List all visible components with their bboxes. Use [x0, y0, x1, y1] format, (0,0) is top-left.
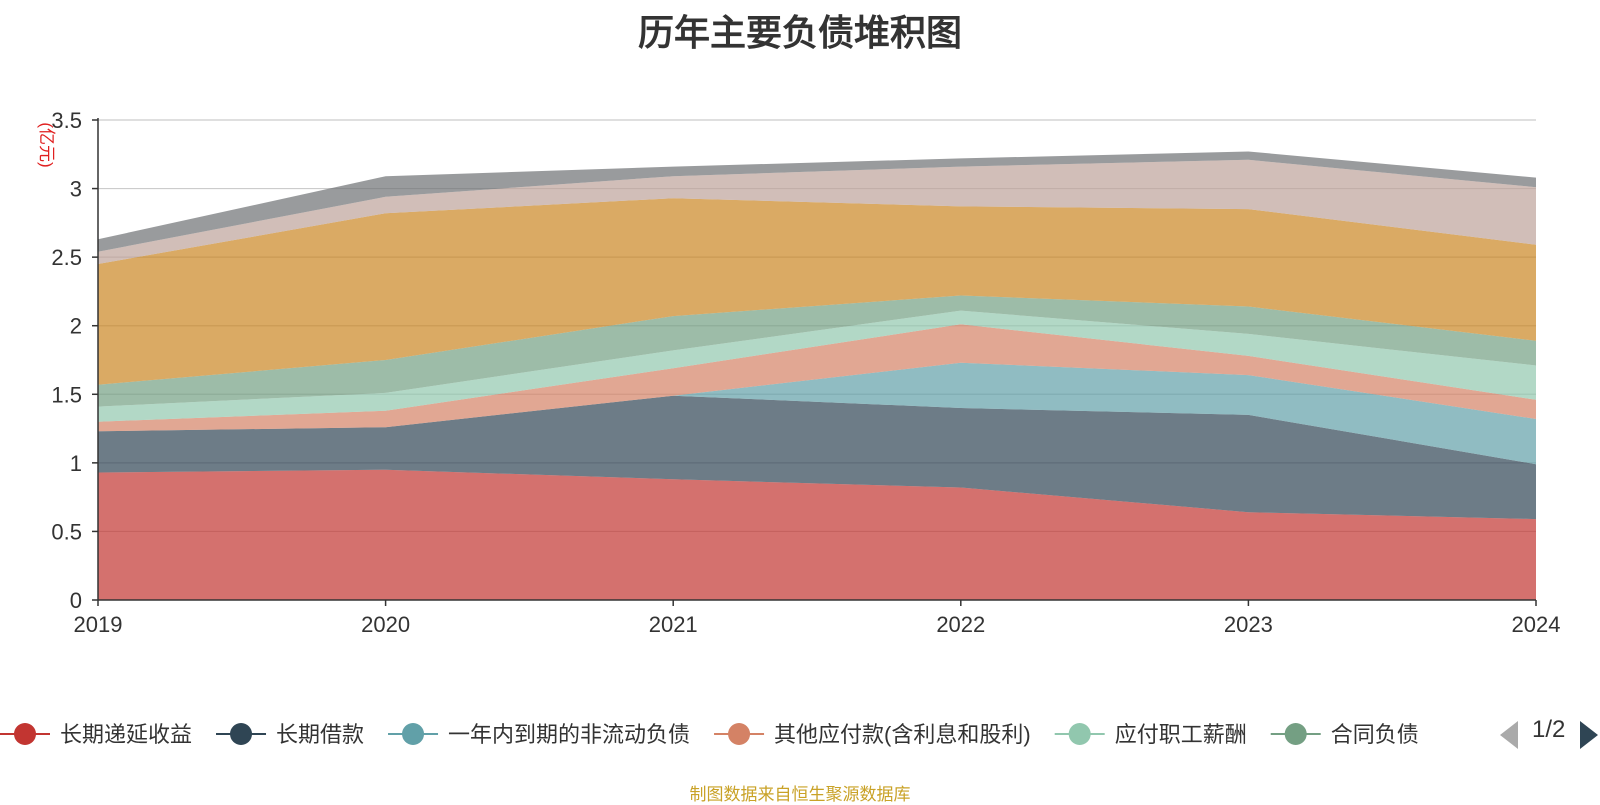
legend-marker-icon: [14, 723, 36, 745]
area-series-8[interactable]: [98, 159, 1536, 264]
legend-pager: 1/2: [1500, 716, 1600, 752]
legend-label: 长期递延收益: [60, 722, 192, 747]
x-tick-label: 2023: [1224, 612, 1273, 637]
y-tick-label: 1.5: [51, 382, 82, 407]
legend-item-3[interactable]: 一年内到期的非流动负债: [388, 722, 690, 747]
chart-title: 历年主要负债堆积图: [637, 12, 962, 53]
y-tick-label: 1: [70, 451, 82, 476]
legend-marker-icon: [1068, 723, 1091, 745]
legend-item-4[interactable]: 其他应付款(含利息和股利): [714, 722, 1031, 747]
area-series-1[interactable]: [98, 469, 1536, 600]
legend: 长期递延收益 长期借款 一年内到期的非流动负债 其他应付款(含利息和股利) 应付职工薪酬…: [0, 722, 1419, 747]
y-tick-label: 3: [70, 177, 82, 202]
area-series-7[interactable]: [98, 198, 1536, 385]
y-axis-unit-label: (亿元): [37, 122, 56, 167]
x-tick-label: 2024: [1512, 612, 1561, 637]
area-series-4[interactable]: [98, 324, 1536, 432]
legend-marker-icon: [230, 723, 253, 745]
legend-label: 应付职工薪酬: [1115, 722, 1247, 747]
legend-label: 长期借款: [276, 722, 364, 747]
legend-item-5[interactable]: 应付职工薪酬: [1054, 722, 1247, 747]
axes: 0 0.5 1 1.5 2 2.5 3 3.5 2019 2020 2021 2022 2023 2024: [51, 108, 1560, 637]
y-tick-label: 0: [70, 588, 82, 613]
area-series-2[interactable]: [98, 395, 1536, 520]
area-series: [98, 151, 1536, 600]
x-tick-label: 2019: [74, 612, 123, 637]
y-tick-label: 3.5: [51, 108, 82, 133]
legend-label: 其他应付款(含利息和股利): [774, 722, 1031, 747]
legend-item-1[interactable]: 长期递延收益: [0, 722, 192, 747]
legend-next-arrow-icon[interactable]: [1580, 721, 1598, 749]
y-tick-label: 2.5: [51, 245, 82, 270]
data-source-note: 制图数据来自恒生聚源数据库: [689, 785, 911, 804]
legend-label: 一年内到期的非流动负债: [448, 722, 690, 747]
x-tick-label: 2020: [361, 612, 410, 637]
y-tick-label: 2: [70, 314, 82, 339]
legend-item-2[interactable]: 长期借款: [216, 722, 364, 747]
legend-marker-icon: [1284, 723, 1307, 745]
legend-page-indicator: 1/2: [1532, 716, 1566, 743]
legend-marker-icon: [402, 723, 425, 745]
x-tick-label: 2021: [649, 612, 698, 637]
area-series-5[interactable]: [98, 310, 1536, 422]
y-tick-label: 0.5: [51, 519, 82, 544]
legend-marker-icon: [728, 723, 751, 745]
x-tick-label: 2022: [936, 612, 985, 637]
legend-prev-arrow-icon[interactable]: [1500, 721, 1518, 749]
legend-label: 合同负债: [1331, 722, 1419, 747]
legend-item-6[interactable]: 合同负债: [1270, 722, 1419, 747]
area-series-6[interactable]: [98, 295, 1536, 407]
area-series-9[interactable]: [98, 151, 1536, 252]
area-series-3[interactable]: [98, 362, 1536, 465]
